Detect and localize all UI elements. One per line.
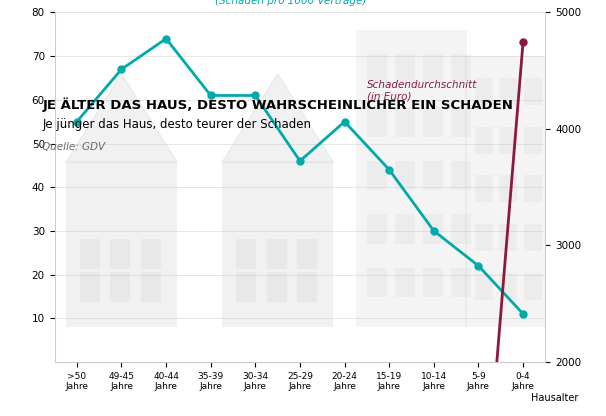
Bar bbox=[395, 214, 415, 244]
Bar bbox=[236, 239, 256, 269]
Bar bbox=[422, 54, 443, 84]
Bar bbox=[65, 162, 177, 327]
Bar bbox=[465, 56, 563, 327]
Bar bbox=[451, 107, 471, 137]
Bar bbox=[499, 78, 517, 105]
Bar bbox=[475, 78, 493, 105]
Bar bbox=[422, 267, 443, 297]
Bar bbox=[548, 126, 566, 154]
Bar bbox=[422, 161, 443, 191]
Bar bbox=[499, 224, 517, 251]
Bar bbox=[367, 161, 387, 191]
Bar bbox=[548, 224, 566, 251]
Bar bbox=[548, 175, 566, 203]
Bar bbox=[267, 272, 287, 302]
Bar bbox=[110, 239, 130, 269]
Bar bbox=[395, 107, 415, 137]
Bar bbox=[548, 273, 566, 300]
Bar bbox=[548, 78, 566, 105]
Bar bbox=[297, 272, 318, 302]
Bar bbox=[451, 267, 471, 297]
Bar bbox=[222, 162, 333, 327]
Text: Je jünger das Haus, desto teurer der Schaden: Je jünger das Haus, desto teurer der Sch… bbox=[42, 118, 311, 131]
Bar bbox=[475, 175, 493, 203]
Text: Hausalter: Hausalter bbox=[531, 393, 579, 403]
Bar bbox=[395, 54, 415, 84]
Text: JE ÄLTER DAS HAUS, DESTO WAHRSCHEINLICHER EIN SCHADEN: JE ÄLTER DAS HAUS, DESTO WAHRSCHEINLICHE… bbox=[42, 98, 513, 112]
Polygon shape bbox=[222, 74, 333, 162]
Bar bbox=[524, 175, 542, 203]
Bar bbox=[475, 273, 493, 300]
Bar bbox=[475, 224, 493, 251]
Bar bbox=[297, 239, 318, 269]
Bar bbox=[367, 267, 387, 297]
Bar bbox=[422, 107, 443, 137]
Text: Schadendurchschnitt
(in Euro): Schadendurchschnitt (in Euro) bbox=[367, 80, 478, 102]
Bar bbox=[267, 239, 287, 269]
Bar bbox=[422, 214, 443, 244]
Bar bbox=[451, 54, 471, 84]
Bar bbox=[395, 161, 415, 191]
Bar bbox=[524, 224, 542, 251]
Bar bbox=[499, 126, 517, 154]
Bar bbox=[367, 214, 387, 244]
Bar bbox=[475, 126, 493, 154]
Bar bbox=[79, 239, 100, 269]
Bar bbox=[236, 272, 256, 302]
Bar bbox=[356, 30, 467, 327]
Polygon shape bbox=[65, 74, 177, 162]
Bar bbox=[367, 54, 387, 84]
Bar bbox=[451, 161, 471, 191]
Bar bbox=[524, 126, 542, 154]
Bar bbox=[451, 214, 471, 244]
Bar bbox=[524, 78, 542, 105]
Text: Quelle: GDV: Quelle: GDV bbox=[42, 142, 105, 152]
Text: Schadenhäufigkeit
(Schäden pro 1000 Verträge): Schadenhäufigkeit (Schäden pro 1000 Vert… bbox=[215, 0, 367, 6]
Bar bbox=[141, 272, 161, 302]
Bar bbox=[141, 239, 161, 269]
Bar bbox=[79, 272, 100, 302]
Bar bbox=[395, 267, 415, 297]
Bar bbox=[367, 107, 387, 137]
Bar bbox=[110, 272, 130, 302]
Bar bbox=[499, 175, 517, 203]
Bar bbox=[524, 273, 542, 300]
Bar bbox=[499, 273, 517, 300]
